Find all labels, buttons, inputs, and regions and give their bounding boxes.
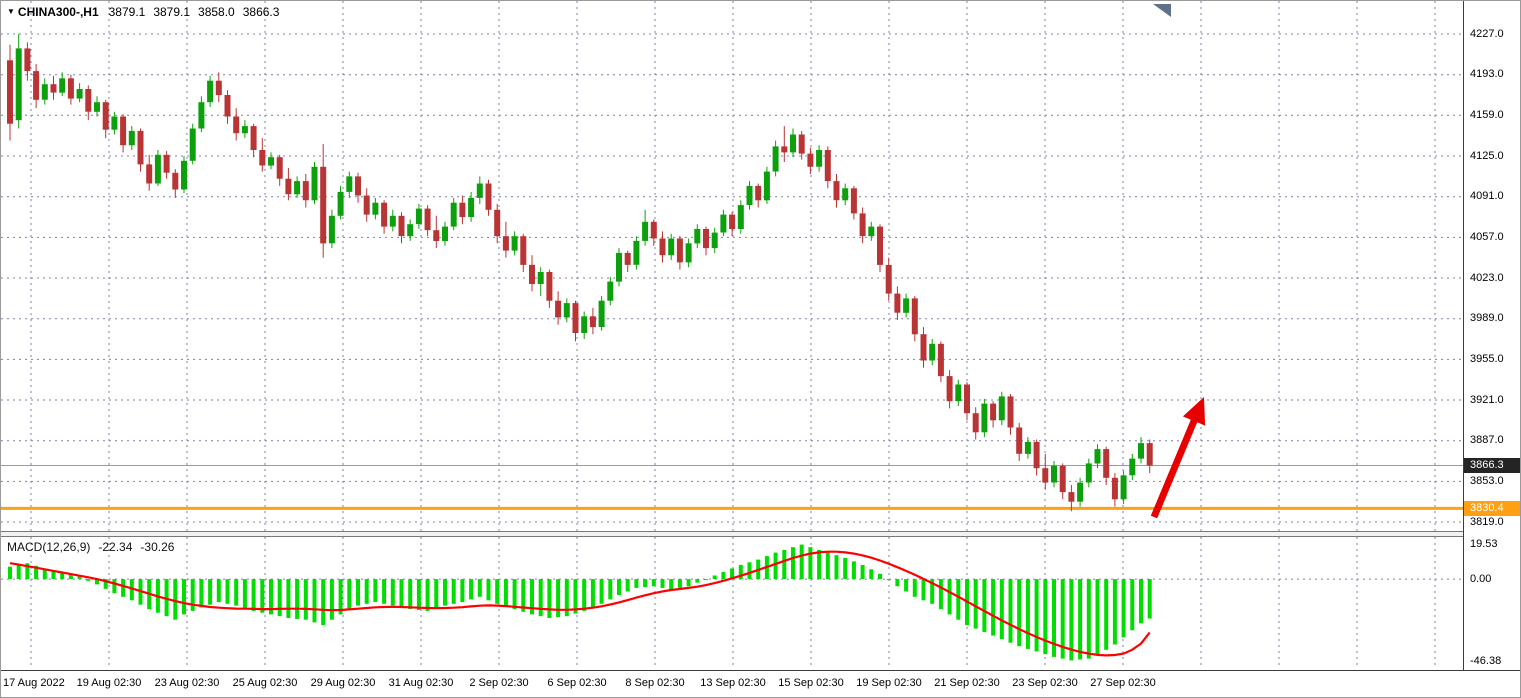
price-tick-label: 3989.0 [1470, 312, 1504, 325]
price-chart-svg[interactable] [1, 1, 1463, 531]
trend-arrow[interactable] [1150, 397, 1206, 519]
price-tick-label: 3853.0 [1470, 474, 1504, 487]
support-level-box: 3830.4 [1464, 500, 1520, 516]
symbol-label: CHINA300-,H1 [17, 5, 99, 19]
price-tick-label: 4091.0 [1470, 190, 1504, 203]
candles-layer[interactable] [7, 34, 1153, 512]
time-tick-label: 19 Sep 02:30 [856, 677, 922, 689]
ohlc-header: ▼ CHINA300-,H1 3879.1 3879.1 3858.0 3866.3 [7, 5, 287, 19]
price-tick-label: 4193.0 [1470, 68, 1504, 81]
macd-tick-label: -46.38 [1470, 654, 1502, 667]
time-tick-label: 25 Aug 02:30 [232, 677, 298, 689]
macd-chart-svg[interactable] [1, 537, 1463, 669]
time-tick-label: 13 Sep 02:30 [700, 677, 766, 689]
time-tick-label: 31 Aug 02:30 [388, 677, 454, 689]
macd-grid-layer [1, 537, 1463, 669]
panel-divider[interactable] [1, 531, 1463, 537]
expander-icon[interactable]: ▼ [7, 7, 15, 16]
price-tick-label: 3921.0 [1470, 393, 1504, 406]
time-axis[interactable]: 17 Aug 2022 19 Aug 02:30 23 Aug 02:30 25 Au… [1, 670, 1520, 697]
price-tick-label: 4125.0 [1470, 149, 1504, 162]
price-tick-label: 3887.0 [1470, 434, 1504, 447]
time-tick-label: 19 Aug 02:30 [76, 677, 142, 689]
macd-tick-label: 19.53 [1470, 538, 1498, 550]
macd-label: MACD(12,26,9) [7, 540, 91, 554]
chart-shift-marker-icon[interactable] [1153, 4, 1171, 17]
price-tick-label: 4057.0 [1470, 230, 1504, 243]
quote-close: 3866.3 [242, 5, 280, 19]
time-tick-label: 15 Sep 02:30 [778, 677, 844, 689]
grid-layer [1, 1, 1463, 531]
time-tick-label: 21 Sep 02:30 [934, 677, 1000, 689]
price-tick-label: 4227.0 [1470, 27, 1504, 40]
time-tick-label: 8 Sep 02:30 [625, 677, 685, 689]
price-tick-label: 4159.0 [1470, 108, 1504, 121]
time-tick-label: 6 Sep 02:30 [547, 677, 607, 689]
quote-high: 3879.1 [153, 5, 191, 19]
quote-low: 3858.0 [198, 5, 235, 19]
current-price-box: 3866.3 [1464, 458, 1520, 473]
time-tick-label: 23 Aug 02:30 [154, 677, 220, 689]
macd-header: MACD(12,26,9) -22.34 -30.26 [7, 540, 182, 554]
price-tick-label: 3955.0 [1470, 352, 1504, 365]
macd-signal-value: -30.26 [140, 540, 175, 554]
time-tick-label: 23 Sep 02:30 [1012, 677, 1078, 689]
time-tick-label: 17 Aug 2022 [3, 677, 65, 689]
time-tick-label: 29 Aug 02:30 [310, 677, 376, 689]
quote-open: 3879.1 [108, 5, 146, 19]
macd-value: -22.34 [98, 540, 133, 554]
time-tick-label: 2 Sep 02:30 [469, 677, 529, 689]
price-tick-label: 4023.0 [1470, 271, 1504, 284]
time-tick-label: 27 Sep 02:30 [1090, 677, 1156, 689]
macd-tick-label: 0.00 [1470, 572, 1492, 585]
price-axis[interactable]: 3866.3 3830.4 4227.0 4193.0 4159.0 4125.0 40… [1464, 1, 1520, 670]
macd-signal-line [9, 550, 1151, 657]
plot-region: ▼ CHINA300-,H1 3879.1 3879.1 3858.0 3866.3 MA… [1, 1, 1464, 670]
price-tick-label: 3819.0 [1470, 515, 1504, 528]
